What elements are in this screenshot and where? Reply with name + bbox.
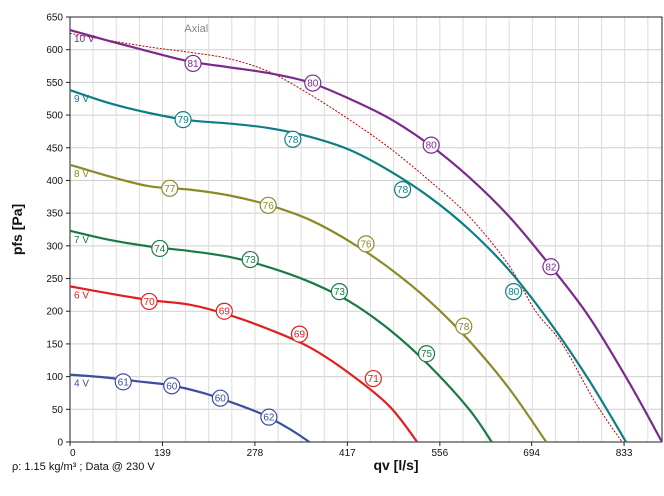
series-label: 6 V (74, 290, 89, 301)
noise-badge (357, 235, 375, 253)
noise-badge (364, 369, 382, 388)
noise-badge-label: 70 (144, 297, 156, 308)
y-tick-label: 450 (46, 143, 63, 154)
noise-badge (114, 373, 132, 391)
noise-badge-label: 78 (397, 185, 409, 196)
noise-badge (211, 389, 229, 407)
noise-badge (455, 317, 473, 335)
y-tick-label: 200 (46, 307, 63, 318)
noise-level-badges: 81 80 80 82 79 78 78 80 77 76 76 78 74 73 73 75 70 69 69 71… (114, 54, 560, 426)
y-tick-label: 250 (46, 274, 63, 285)
noise-badge (505, 283, 523, 301)
y-tick-label: 500 (46, 111, 63, 122)
noise-badge-label: 62 (263, 413, 275, 424)
curve-6v (69, 285, 419, 443)
noise-badge (161, 179, 179, 197)
noise-badge (184, 54, 202, 73)
axial-reference-curve (69, 32, 623, 443)
curve-8v (69, 163, 548, 443)
y-tick-label: 350 (46, 209, 63, 220)
x-tick-label: 0 (70, 448, 76, 459)
x-tick-label: 833 (616, 448, 633, 459)
noise-badge-label: 77 (164, 184, 176, 195)
y-tick-label: 300 (46, 241, 63, 252)
noise-badge-label: 81 (187, 59, 199, 70)
x-tick-label: 278 (247, 448, 264, 459)
y-tick-label: 600 (46, 45, 63, 56)
series-label: 9 V (74, 94, 89, 105)
noise-badge-label: 69 (219, 307, 231, 318)
axial-annotation-label: Axial (184, 23, 208, 35)
y-tick-label: 550 (46, 78, 63, 89)
performance-curves (69, 29, 663, 443)
noise-badge-label: 60 (215, 394, 227, 405)
noise-badge-label: 69 (294, 330, 306, 341)
noise-badge-label: 61 (118, 377, 130, 388)
curve-4v (69, 373, 311, 443)
noise-badge-label: 75 (421, 349, 433, 360)
noise-badge (284, 130, 302, 148)
noise-badge (304, 74, 322, 92)
curve-7v (69, 229, 493, 443)
noise-badge-label: 79 (178, 115, 190, 126)
noise-badge-label: 80 (508, 287, 520, 298)
x-tick-label: 417 (339, 448, 356, 459)
noise-badge-label: 80 (307, 79, 319, 90)
noise-badge (290, 325, 309, 343)
series-label: 7 V (74, 235, 89, 246)
y-tick-label: 150 (46, 339, 63, 350)
plot-frame (69, 16, 663, 443)
x-tick-label: 556 (431, 448, 448, 459)
x-tick-label: 694 (523, 448, 540, 459)
noise-badge (417, 345, 436, 363)
curve-9v (69, 89, 628, 443)
y-tick-label: 100 (46, 372, 63, 383)
series-label: 8 V (74, 169, 89, 180)
y-axis-title: pfs [Pa] (9, 204, 25, 255)
noise-badge-label: 78 (287, 135, 299, 146)
noise-badge (215, 302, 233, 320)
noise-badge (151, 239, 169, 258)
noise-badge-label: 74 (154, 244, 166, 255)
noise-badge-label: 60 (166, 381, 178, 392)
y-tick-label: 50 (52, 405, 64, 416)
x-tick-label: 139 (154, 448, 171, 459)
noise-badge (259, 196, 277, 214)
series-label: 4 V (74, 379, 89, 390)
noise-badge (174, 111, 192, 129)
noise-badge-label: 80 (426, 141, 438, 152)
noise-badge-label: 76 (360, 239, 372, 250)
noise-badge-label: 71 (368, 374, 380, 385)
noise-badge (140, 292, 158, 311)
x-axis-title: qv [l/s] (373, 457, 418, 473)
axes (69, 16, 663, 443)
noise-badge-label: 73 (334, 287, 346, 298)
tick-labels: 0 50 100 150 200 250 300 350 400 450 500 550 600 650 0… (46, 13, 633, 460)
noise-badge-label: 78 (458, 322, 470, 333)
density-voltage-footnote: ρ: 1.15 kg/m³ ; Data @ 230 V (12, 461, 155, 473)
voltage-labels: 10 V 9 V 8 V 7 V 6 V 4 V (74, 34, 95, 390)
noise-badge-label: 76 (263, 201, 275, 212)
noise-badge (330, 283, 348, 301)
series-label: 10 V (74, 34, 95, 45)
noise-badge (542, 258, 560, 276)
noise-badge (260, 408, 278, 426)
noise-badge (241, 250, 259, 269)
y-tick-label: 0 (57, 438, 63, 449)
noise-badge (393, 181, 412, 199)
noise-badge-label: 82 (545, 262, 557, 273)
noise-badge (163, 377, 181, 395)
noise-badge-label: 73 (245, 255, 257, 266)
noise-badge (422, 136, 440, 154)
y-tick-label: 400 (46, 176, 63, 187)
curve-10v (69, 29, 663, 443)
y-tick-label: 650 (46, 13, 63, 24)
